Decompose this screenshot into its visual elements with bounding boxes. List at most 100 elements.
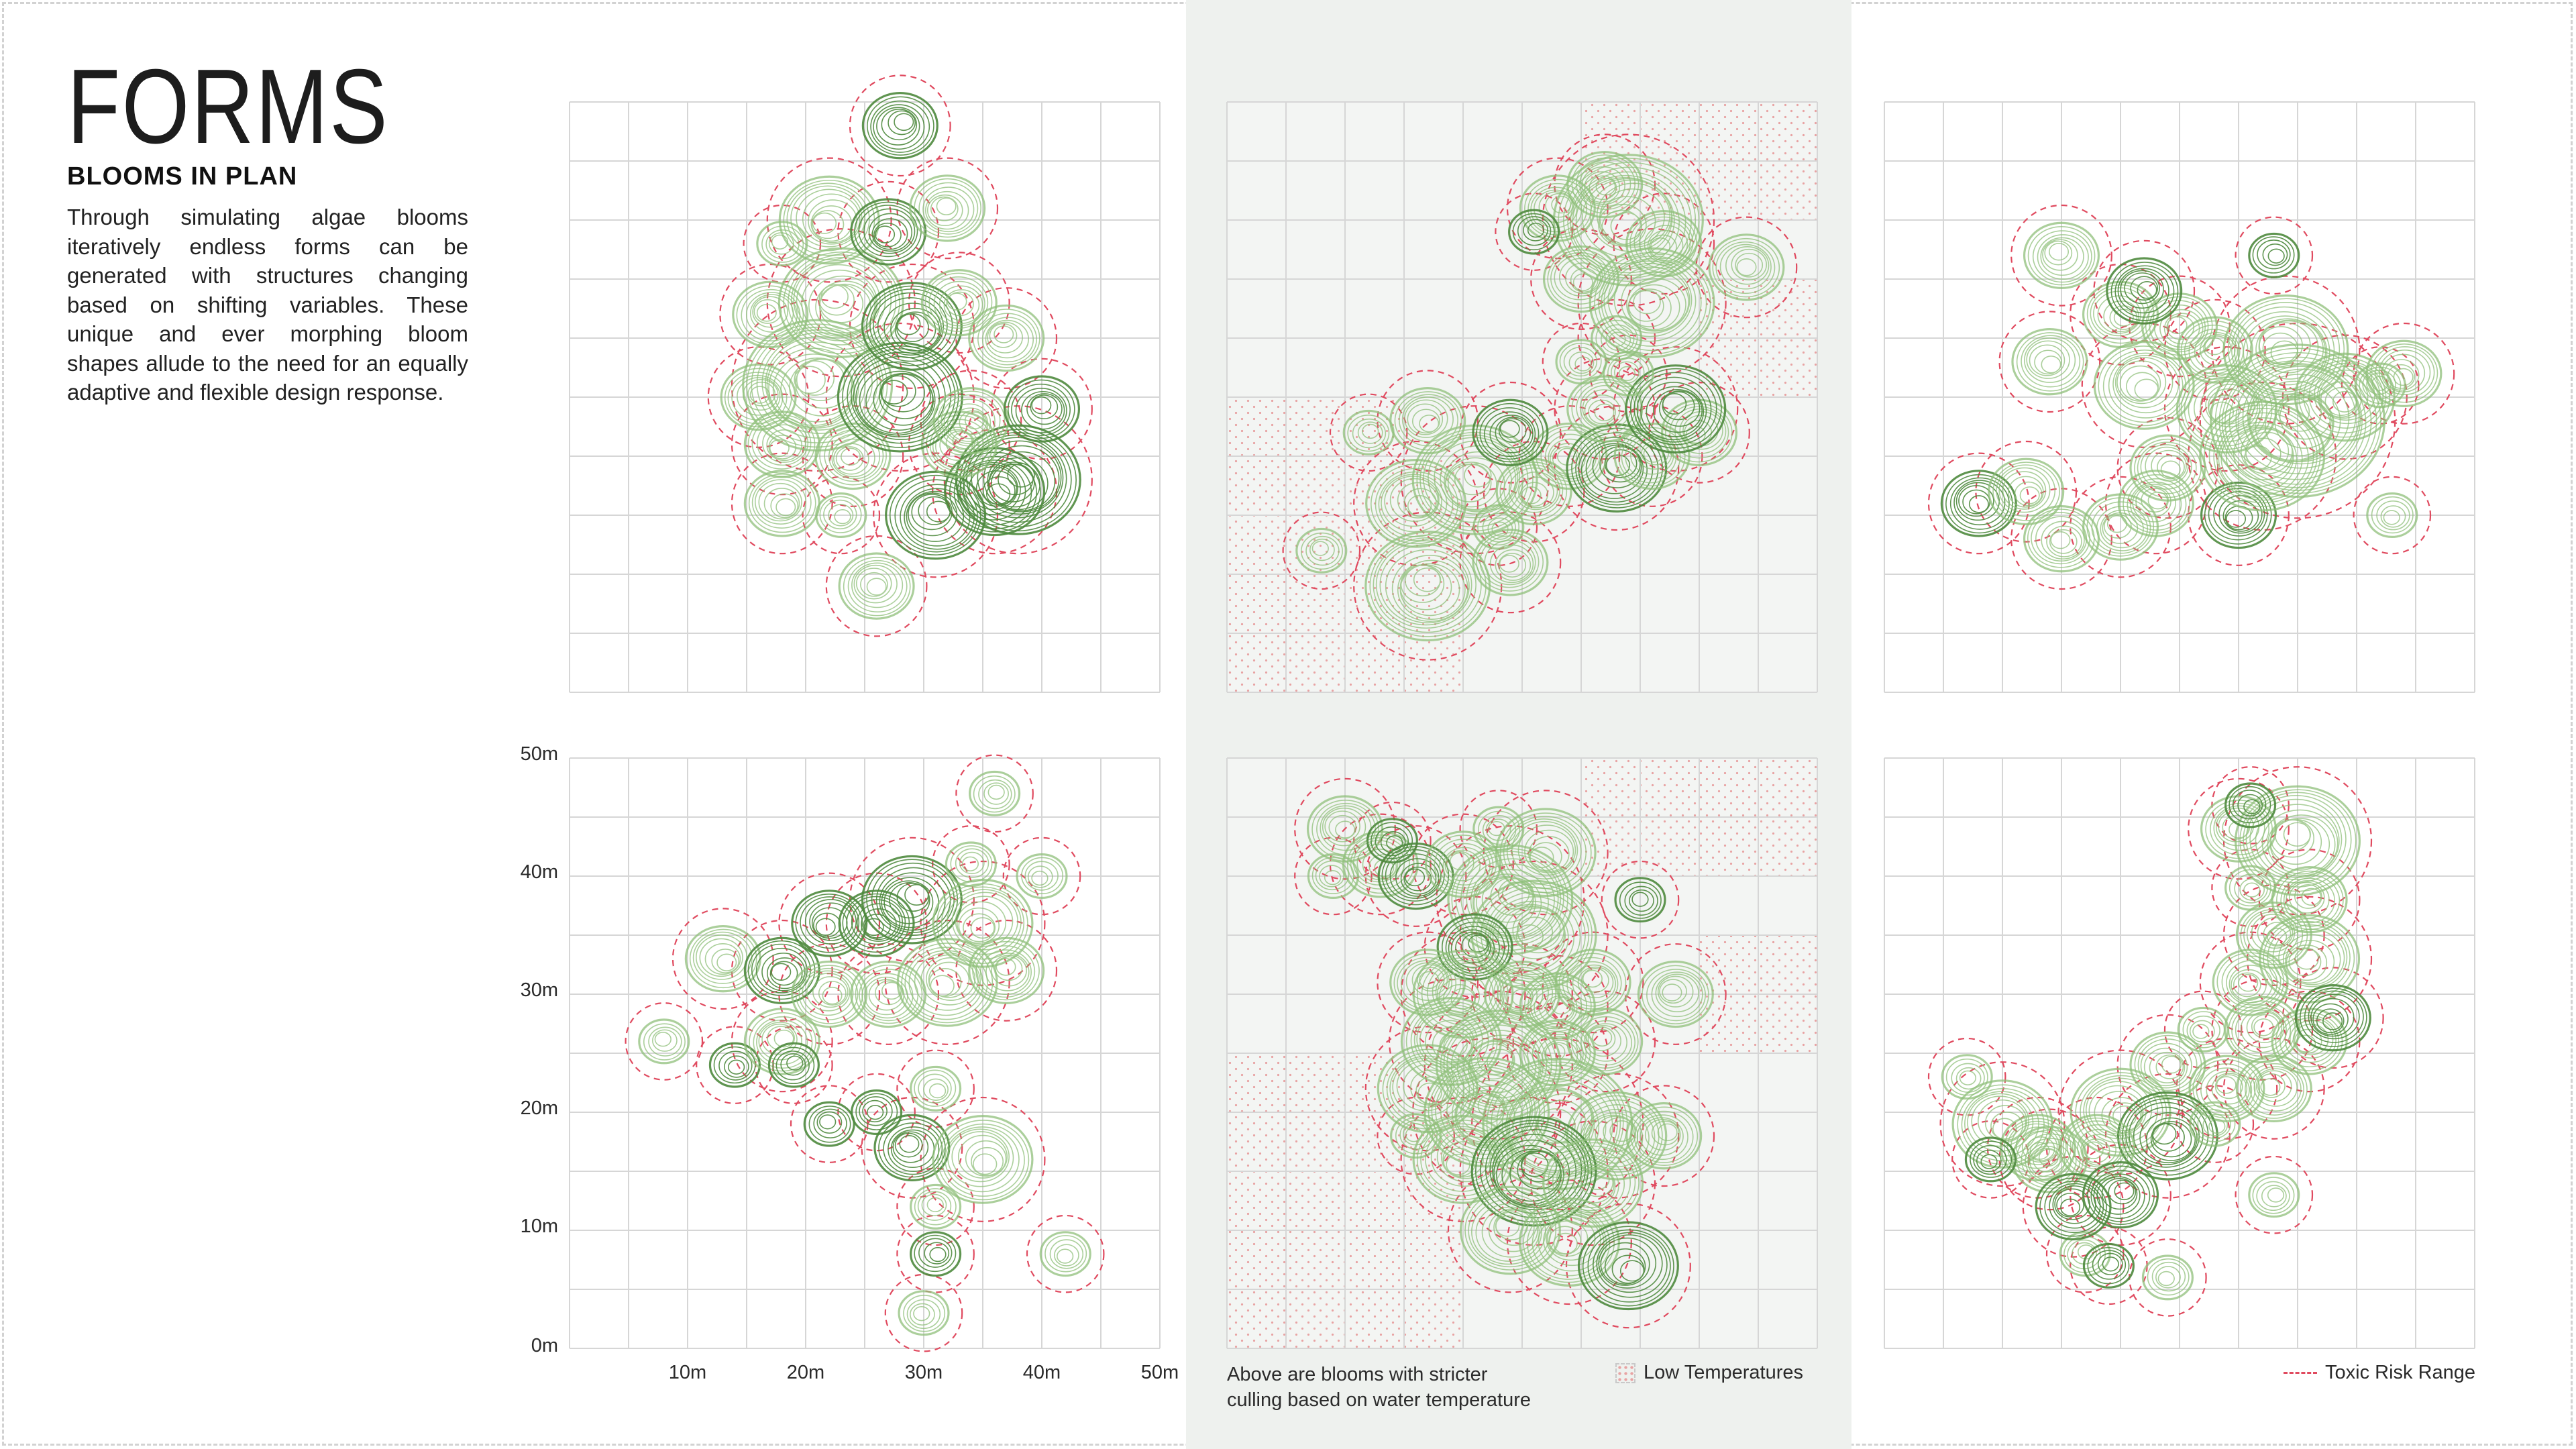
bloom-contour — [813, 1108, 847, 1138]
bloom-contour — [1633, 289, 1661, 315]
bloom-contour — [1544, 1042, 1572, 1067]
bloom-contour — [911, 494, 953, 531]
x-tick-label: 50m — [1140, 1362, 1179, 1383]
bloom-contour — [1451, 848, 1568, 951]
bloom-contour — [1594, 252, 1711, 355]
bloom-contour — [941, 886, 1025, 960]
bloom-contour — [2229, 869, 2271, 907]
low-temperature-cell — [1286, 1230, 1345, 1289]
bloom-contour — [2365, 339, 2443, 407]
bloom-contour — [1973, 1144, 2007, 1175]
bloom-contour — [987, 784, 1005, 800]
bloom-contour — [1489, 415, 1534, 453]
bloom-plan-svg — [569, 754, 1161, 1352]
bloom-contour — [2039, 1177, 2107, 1237]
bloom-contour — [716, 953, 737, 971]
bloom-contour — [910, 1231, 962, 1277]
bloom-contour — [1621, 272, 1689, 332]
bloom-contour — [889, 881, 930, 919]
y-tick-label: 0m — [531, 1335, 558, 1356]
bloom-contour — [2180, 320, 2249, 380]
bloom-contour — [1585, 443, 1644, 494]
bloom-contour — [873, 1114, 951, 1181]
toxic-risk-outline — [1998, 311, 2101, 413]
bloom-contour — [969, 770, 1021, 816]
bloom-contour — [928, 276, 989, 329]
bloom-contour — [2379, 350, 2431, 395]
bloom-contour — [1507, 1083, 1607, 1171]
bloom-contour — [1016, 853, 1068, 899]
bloom-contour — [2237, 794, 2263, 817]
bloom-contour — [2049, 243, 2070, 261]
toxic-risk-outline — [1601, 860, 1680, 939]
bloom-contour — [2285, 939, 2335, 984]
bloom-contour — [1571, 154, 1640, 214]
bloom-contour — [1585, 1168, 1610, 1191]
bloom-contour — [934, 427, 979, 466]
bloom-contour — [2289, 881, 2325, 914]
bloom-contour — [771, 963, 792, 981]
bloom-contour — [699, 938, 743, 977]
bloom-contour — [888, 1126, 940, 1172]
toxic-risk-outline — [955, 919, 1058, 1022]
bloom-contour — [2224, 782, 2277, 828]
bloom-contour — [1546, 1220, 1589, 1257]
bloom-contour — [1555, 339, 1607, 385]
toxic-risk-outline — [731, 919, 833, 1022]
bloom-contour — [2235, 1055, 2312, 1122]
bloom-contour — [1390, 1113, 1442, 1159]
bloom-contour — [1399, 394, 1458, 447]
bloom-contour — [945, 841, 997, 888]
bloom-contour — [2029, 1145, 2065, 1178]
bloom-contour — [1512, 213, 1555, 251]
bloom-contour — [1400, 960, 1452, 1006]
bloom-contour — [824, 429, 884, 482]
bloom-contour — [1553, 1232, 1578, 1254]
bloom-contour — [959, 462, 1026, 521]
toxic-risk-outline — [1577, 299, 1656, 378]
bloom-contour — [2132, 484, 2176, 523]
bloom-contour — [1652, 389, 1703, 433]
bloom-contour — [2310, 998, 2355, 1037]
bloom-contour — [2093, 341, 2195, 430]
low-temperature-cell — [1699, 102, 1758, 161]
bloom-contour — [2240, 1059, 2308, 1119]
bloom-contour — [1434, 839, 1494, 892]
bloom-contour — [1397, 482, 1439, 519]
bloom-contour — [743, 1008, 820, 1075]
algae-bloom — [2106, 257, 2183, 325]
bloom-contour — [2253, 1018, 2274, 1036]
bloom-contour — [881, 981, 902, 1000]
bloom-contour — [819, 496, 862, 533]
bloom-contour — [2253, 1068, 2298, 1107]
bloom-contour — [1558, 158, 1700, 282]
toxic-risk-outline — [873, 452, 999, 578]
bloom-contour — [2228, 1000, 2296, 1060]
bloom-contour — [961, 856, 979, 871]
low-temperature-cell — [1227, 574, 1286, 633]
low-temperature-cell — [1286, 1171, 1345, 1230]
bloom-contour — [1551, 195, 1572, 214]
y-tick-label: 10m — [520, 1216, 558, 1237]
algae-bloom — [2248, 1172, 2300, 1218]
algae-bloom — [2011, 328, 2088, 396]
bloom-contour — [2243, 799, 2261, 814]
bloom-contour — [847, 348, 956, 444]
bloom-contour — [2245, 794, 2347, 883]
bloom-contour — [2152, 1122, 2185, 1152]
bloom-contour — [892, 1131, 929, 1163]
bloom-contour — [1424, 830, 1502, 898]
x-tick-label: 20m — [786, 1362, 825, 1383]
bloom-contour — [2117, 268, 2169, 314]
bloom-contour — [2294, 352, 2396, 442]
bloom-contour — [2112, 355, 2180, 414]
toxic-risk-outline — [837, 943, 940, 1045]
toxic-risk-outline — [896, 157, 999, 260]
toxic-risk-outline — [1951, 1120, 2030, 1199]
bloom-contour — [802, 970, 854, 1016]
bloom-contour — [964, 411, 985, 430]
bloom-contour — [1980, 1154, 1998, 1169]
bloom-contour — [977, 313, 1037, 366]
bloom-contour — [1511, 988, 1532, 1007]
bloom-contour — [1574, 356, 1592, 372]
